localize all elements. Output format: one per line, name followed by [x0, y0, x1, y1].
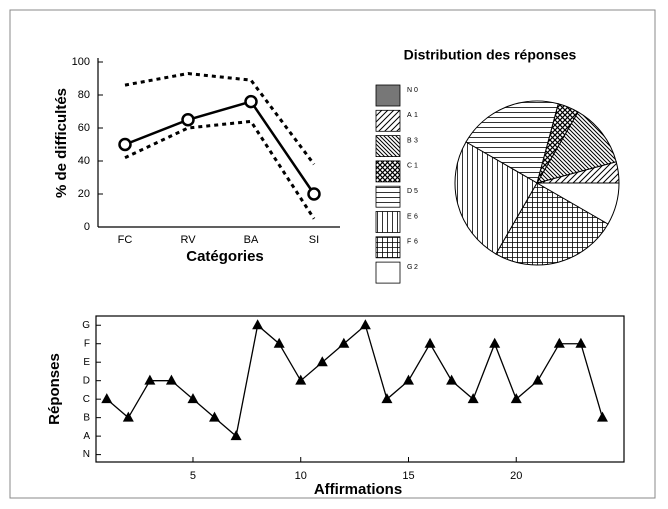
y-axis-label: % de difficultés — [53, 88, 70, 198]
y-tick-label: 40 — [78, 155, 90, 167]
marker — [402, 374, 414, 385]
y-tick-label: D — [83, 375, 90, 386]
plot-frame — [95, 315, 625, 463]
chart-title: Distribution des réponses — [404, 47, 577, 63]
legend-value: 3 — [414, 137, 418, 144]
y-axis-label: Réponses — [46, 353, 63, 425]
legend-swatch — [375, 185, 401, 208]
marker — [144, 374, 156, 385]
y-tick-label: 20 — [78, 188, 90, 200]
marker — [230, 430, 242, 441]
legend-label: N — [407, 87, 412, 94]
legend-value: 5 — [414, 188, 418, 195]
legend-swatch — [375, 84, 401, 107]
marker — [187, 393, 199, 404]
marker — [596, 411, 608, 422]
legend-label: F — [407, 239, 411, 246]
x-tick-label: RV — [180, 234, 196, 246]
y-tick-label: 60 — [78, 122, 90, 134]
series-line — [124, 72, 316, 166]
x-tick-label: 10 — [295, 470, 307, 482]
y-tick-label: F — [84, 338, 90, 349]
pie-slice — [535, 111, 617, 184]
pie-slice — [465, 100, 559, 184]
marker — [122, 411, 134, 422]
legend-label: C — [407, 163, 412, 170]
legend-swatch — [375, 211, 401, 233]
y-tick-label: G — [82, 320, 90, 331]
x-tick-label: 15 — [402, 470, 414, 482]
pie-slice — [535, 182, 620, 225]
marker — [165, 374, 177, 385]
marker — [553, 337, 565, 348]
legend-label: E — [407, 213, 412, 220]
legend-swatch — [375, 109, 401, 132]
y-tick-label: C — [83, 394, 90, 405]
pie-slice — [454, 141, 538, 255]
marker — [381, 393, 393, 404]
y-tick-label: 0 — [84, 221, 90, 233]
x-axis-label: Catégories — [186, 248, 264, 265]
legend-label: B — [407, 137, 412, 144]
legend-value: 2 — [414, 264, 418, 271]
y-tick-label: 80 — [78, 89, 90, 101]
marker — [446, 374, 458, 385]
y-tick-label: A — [83, 431, 90, 442]
marker — [338, 337, 350, 348]
legend-value: 1 — [414, 112, 418, 119]
legend-swatch — [375, 236, 401, 259]
x-tick-label: 20 — [510, 470, 522, 482]
legend-value: 0 — [414, 87, 418, 94]
marker — [181, 113, 195, 127]
legend-swatch — [375, 160, 401, 183]
series-line — [106, 324, 604, 438]
marker — [316, 356, 328, 367]
marker — [101, 393, 113, 404]
x-tick-label: SI — [309, 234, 319, 246]
marker — [273, 337, 285, 348]
x-tick-label: BA — [244, 234, 259, 246]
marker — [489, 337, 501, 348]
marker — [424, 337, 436, 348]
y-tick-label: E — [83, 357, 90, 368]
legend-value: 6 — [414, 213, 418, 220]
legend-value: 6 — [414, 239, 418, 246]
x-tick-label: 5 — [190, 470, 196, 482]
x-axis-label: Affirmations — [314, 481, 402, 498]
marker — [532, 374, 544, 385]
marker — [209, 411, 221, 422]
marker — [244, 94, 258, 109]
legend-swatch — [375, 261, 401, 284]
legend-swatch — [375, 135, 401, 158]
marker — [307, 187, 321, 201]
frame — [9, 9, 656, 499]
legend-label: A — [407, 112, 412, 119]
y-tick-label: N — [83, 449, 90, 460]
marker — [510, 393, 522, 404]
marker — [295, 374, 307, 385]
y-tick-label: B — [83, 412, 90, 423]
marker — [467, 393, 479, 404]
x-tick-label: FC — [118, 234, 133, 246]
y-tick-label: 100 — [72, 56, 90, 68]
pie-slice — [495, 182, 609, 266]
marker — [252, 319, 264, 330]
marker — [359, 319, 371, 330]
legend-label: D — [407, 188, 412, 195]
marker — [118, 137, 132, 152]
series-line — [124, 119, 316, 220]
legend-label: G — [407, 264, 412, 271]
marker — [575, 337, 587, 348]
series-line — [124, 100, 316, 195]
legend-value: 1 — [414, 163, 418, 170]
